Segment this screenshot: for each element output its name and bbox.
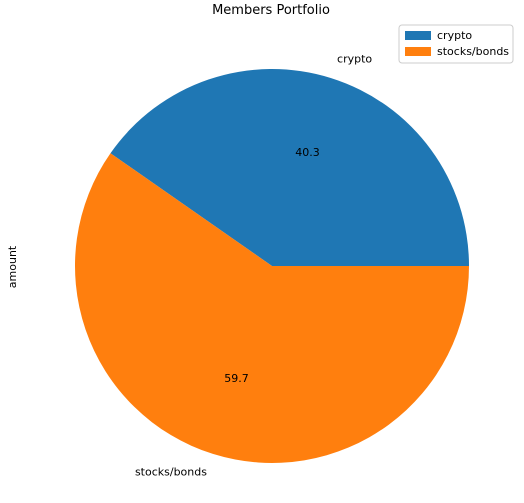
pie-slice-crypto: [110, 69, 470, 267]
legend-label-stocks-bonds: stocks/bonds: [437, 45, 509, 58]
percent-label-stocks-bonds: 59.7: [224, 372, 249, 385]
legend-swatch-crypto: [405, 31, 431, 40]
percent-label-crypto: 40.3: [295, 146, 320, 159]
y-axis-label: amount: [6, 245, 19, 288]
legend-items: crypto stocks/bonds: [405, 29, 509, 58]
legend-swatch-stocks-bonds: [405, 47, 431, 56]
pie-percent-labels: 40.3 59.7: [224, 146, 319, 385]
chart-title: Members Portfolio: [212, 3, 330, 18]
pie-slice-stocks-bonds: [75, 153, 469, 464]
legend-label-crypto: crypto: [437, 29, 472, 42]
legend: crypto stocks/bonds: [398, 24, 514, 64]
slice-label-stocks-bonds: stocks/bonds: [135, 466, 207, 479]
pie-slices: [75, 69, 470, 464]
pie-slice-labels: crypto stocks/bonds: [135, 52, 372, 478]
slice-label-crypto: crypto: [337, 52, 372, 65]
